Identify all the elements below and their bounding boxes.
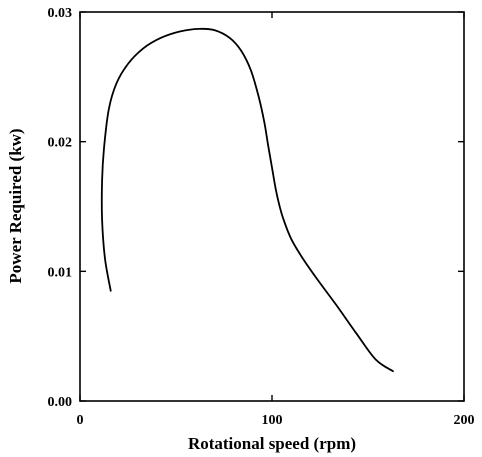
y-tick-label: 0.03 bbox=[48, 6, 73, 21]
ticks-group bbox=[79, 11, 465, 402]
y-tick-label: 0.02 bbox=[48, 136, 73, 151]
y-tick-label: 0.00 bbox=[48, 395, 73, 410]
x-tick-label: 0 bbox=[77, 413, 84, 428]
series-line bbox=[100, 27, 394, 373]
x-tick-label: 100 bbox=[262, 413, 283, 428]
x-tick-label: 200 bbox=[454, 413, 475, 428]
y-tick-label: 0.01 bbox=[48, 265, 73, 280]
y-axis-title: Power Required (kw) bbox=[6, 128, 25, 283]
tick-labels-group: 0 100 200 0.00 0.01 0.02 0.03 bbox=[48, 6, 475, 428]
plot-frame bbox=[79, 11, 465, 402]
x-axis-title: Rotational speed (rpm) bbox=[188, 434, 356, 453]
